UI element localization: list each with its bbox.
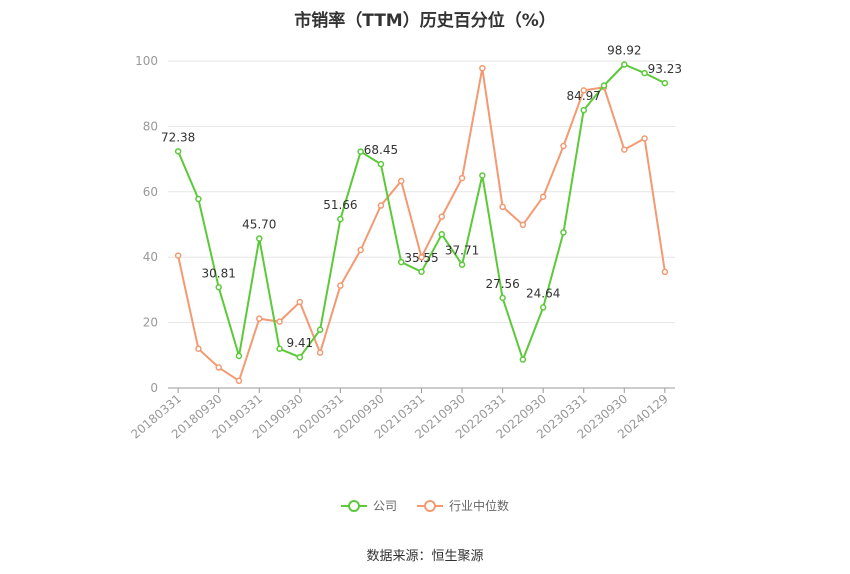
data-point (418, 268, 425, 276)
data-point (539, 193, 547, 200)
data-point (256, 315, 263, 322)
data-point (256, 235, 263, 242)
data-point (397, 258, 405, 266)
data-point (458, 174, 466, 182)
data-label: 51.66 (323, 198, 357, 212)
chart-title: 市销率（TTM）历史百分位（%） (294, 11, 556, 31)
data-point (296, 353, 304, 361)
data-point (296, 298, 304, 306)
data-point (357, 148, 364, 155)
data-point (337, 215, 344, 223)
legend-marker-company (340, 499, 367, 512)
y-tick-label: 0 (150, 381, 158, 395)
data-point (438, 231, 446, 238)
data-point (316, 326, 324, 334)
data-point (215, 364, 222, 371)
data-label: 98.92 (607, 44, 641, 58)
data-point (458, 261, 466, 268)
data-point (641, 69, 648, 77)
data-point (357, 246, 364, 254)
legend-marker-industry-median (417, 499, 443, 512)
data-label: 24.64 (526, 286, 560, 300)
data-point (397, 177, 405, 185)
series-line-0 (177, 63, 666, 361)
data-point (499, 294, 506, 302)
y-tick-label: 100 (135, 54, 158, 68)
y-tick-label: 60 (143, 185, 158, 199)
data-label: 30.81 (202, 266, 236, 280)
data-point (661, 79, 669, 87)
label-layer: 72.38 30.81 45.70 9.41 51.66 68.45 35.55 37.71 2… (161, 44, 682, 351)
data-label: 45.70 (242, 218, 276, 232)
source-note: 数据来源：恒生聚源 (366, 549, 484, 564)
data-point (479, 64, 486, 72)
data-point (580, 87, 587, 94)
data-point (621, 146, 628, 153)
data-point (621, 61, 628, 68)
legend-item-company[interactable]: 公司 (340, 497, 397, 514)
data-point (276, 318, 283, 325)
data-label: 37.71 (445, 244, 479, 258)
data-label: 9.41 (286, 336, 313, 350)
legend: 公司 行业中位数 (0, 497, 850, 514)
data-point (438, 213, 446, 220)
data-label: 84.97 (567, 89, 601, 103)
data-point (418, 253, 425, 261)
data-point (276, 345, 283, 353)
data-point (519, 356, 527, 363)
data-label: 93.23 (648, 62, 682, 76)
data-point (560, 142, 567, 150)
data-point (600, 82, 608, 89)
data-point (641, 135, 648, 142)
data-label: 27.56 (485, 277, 519, 291)
data-point (235, 352, 243, 360)
data-point (174, 148, 182, 155)
data-point (377, 160, 385, 168)
data-point (499, 203, 506, 211)
data-point (337, 282, 344, 289)
legend-item-industry-median[interactable]: 行业中位数 (417, 497, 509, 514)
data-point (215, 284, 222, 291)
legend-label-industry-median: 行业中位数 (449, 499, 510, 513)
legend-label-company: 公司 (372, 499, 397, 513)
data-point (580, 106, 587, 114)
data-point (560, 229, 567, 236)
y-tick-label: 40 (143, 250, 158, 264)
y-tick-label: 80 (143, 119, 158, 133)
data-label: 68.45 (364, 143, 398, 157)
data-point (661, 268, 669, 276)
data-point (174, 252, 182, 259)
data-point (519, 221, 527, 229)
data-point (235, 377, 243, 385)
data-point (479, 172, 486, 179)
data-point (377, 202, 385, 209)
data-label: 35.55 (404, 251, 438, 265)
data-point (195, 345, 202, 353)
data-label: 72.38 (161, 130, 195, 144)
data-point (195, 195, 202, 203)
series-layer (174, 61, 669, 385)
data-point (316, 349, 324, 356)
y-tick-label: 20 (143, 316, 158, 330)
data-point (539, 304, 547, 311)
